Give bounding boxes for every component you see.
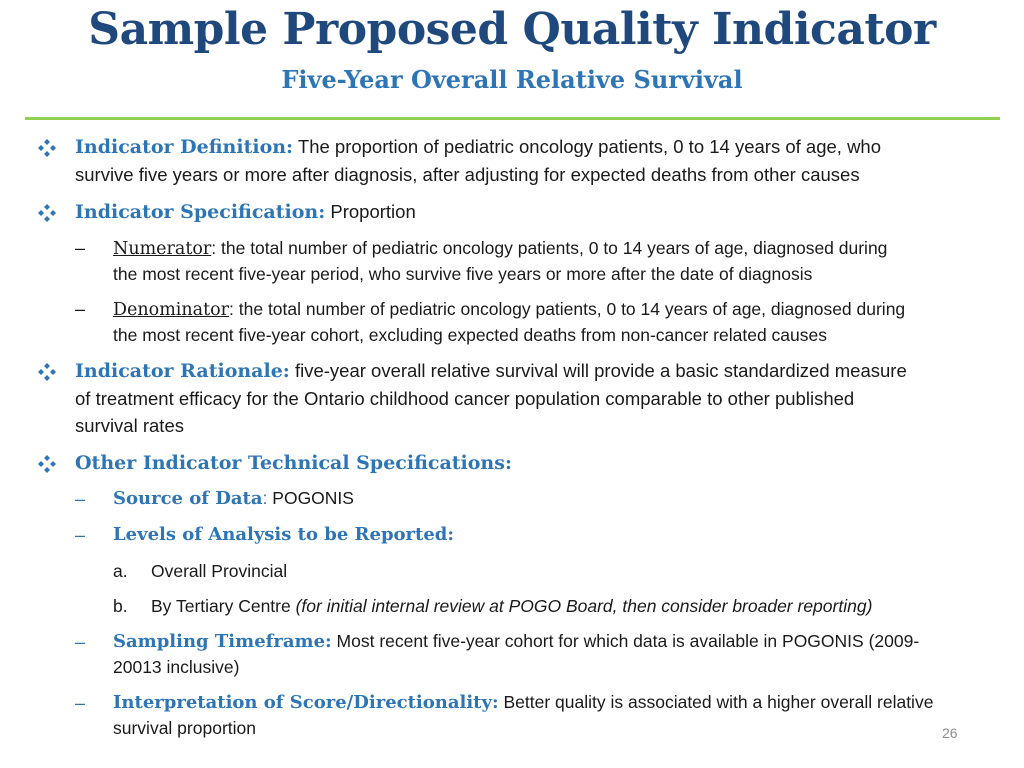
- dash-marker: –: [75, 525, 86, 545]
- denominator-text-1: : the total number of pediatric oncology…: [229, 299, 906, 319]
- definition-heading: Indicator Definition:: [75, 136, 294, 158]
- level-item-a-marker: a.: [113, 561, 128, 581]
- dash-marker: –: [75, 238, 86, 258]
- denominator-text-2: the most recent five-year cohort, exclud…: [113, 325, 827, 345]
- definition-text-1: The proportion of pediatric oncology pat…: [297, 136, 882, 157]
- numerator-label: Numerator: [113, 239, 212, 259]
- timeframe-text-1: Most recent five-year cohort for which d…: [336, 631, 920, 651]
- definition-text-2: survive five years or more after diagnos…: [75, 164, 860, 185]
- rationale-text-2: of treatment efficacy for the Ontario ch…: [75, 388, 855, 409]
- title-divider: [25, 117, 1000, 120]
- rationale-text-3: survival rates: [75, 415, 184, 436]
- source-label: Source of Data: [113, 488, 263, 509]
- dash-marker: –: [75, 693, 86, 713]
- interpretation-label: Interpretation of Score/Directionality:: [113, 692, 499, 713]
- specification-text: Proportion: [330, 201, 416, 222]
- interpretation-line-1: Interpretation of Score/Directionality: …: [113, 692, 933, 713]
- page-number: 26: [942, 725, 958, 741]
- other-heading: Other Indicator Technical Specifications…: [75, 452, 512, 474]
- denominator-label: Denominator: [113, 300, 230, 320]
- dash-marker: –: [75, 632, 86, 652]
- specification-heading: Indicator Specification:: [75, 201, 326, 223]
- level-item-a-text: Overall Provincial: [151, 561, 288, 581]
- rationale-text-1: five-year overall relative survival will…: [294, 360, 907, 381]
- interpretation-text-1: Better quality is associated with a high…: [503, 692, 934, 712]
- rationale-line-1: Indicator Rationale: five-year overall r…: [75, 360, 907, 382]
- definition-line-1: Indicator Definition: The proportion of …: [75, 136, 881, 158]
- interpretation-text-2: survival proportion: [113, 718, 256, 738]
- dash-marker: –: [75, 489, 86, 509]
- diamond-quad-bullet-icon: [38, 204, 56, 222]
- numerator-line-1: Numerator: the total number of pediatric…: [113, 238, 887, 259]
- timeframe-line-1: Sampling Timeframe: Most recent five-yea…: [113, 631, 919, 652]
- diamond-quad-bullet-icon: [38, 455, 56, 473]
- page-subtitle: Five-Year Overall Relative Survival: [281, 65, 743, 94]
- rationale-heading: Indicator Rationale:: [75, 360, 290, 382]
- source-line: Source of Data: POGONIS: [113, 488, 354, 509]
- level-item-b-text: By Tertiary Centre: [151, 596, 296, 616]
- denominator-line-1: Denominator: the total number of pediatr…: [113, 299, 905, 320]
- timeframe-label: Sampling Timeframe:: [113, 631, 332, 652]
- level-item-b-marker: b.: [113, 596, 128, 616]
- level-item-b-line: By Tertiary Centre (for initial internal…: [151, 596, 872, 617]
- specification-line: Indicator Specification: Proportion: [75, 201, 416, 223]
- numerator-text-1: : the total number of pediatric oncology…: [211, 238, 888, 258]
- page-title: Sample Proposed Quality Indicator: [88, 4, 936, 55]
- diamond-quad-bullet-icon: [38, 139, 56, 157]
- level-item-b-note: (for initial internal review at POGO Boa…: [295, 596, 873, 616]
- diamond-quad-bullet-icon: [38, 363, 56, 381]
- timeframe-text-2: 20013 inclusive): [113, 657, 240, 677]
- numerator-text-2: the most recent five-year period, who su…: [113, 264, 813, 284]
- source-sep: :: [262, 488, 268, 508]
- dash-marker: –: [75, 299, 86, 319]
- source-text: POGONIS: [272, 488, 354, 508]
- levels-label: Levels of Analysis to be Reported:: [113, 524, 455, 545]
